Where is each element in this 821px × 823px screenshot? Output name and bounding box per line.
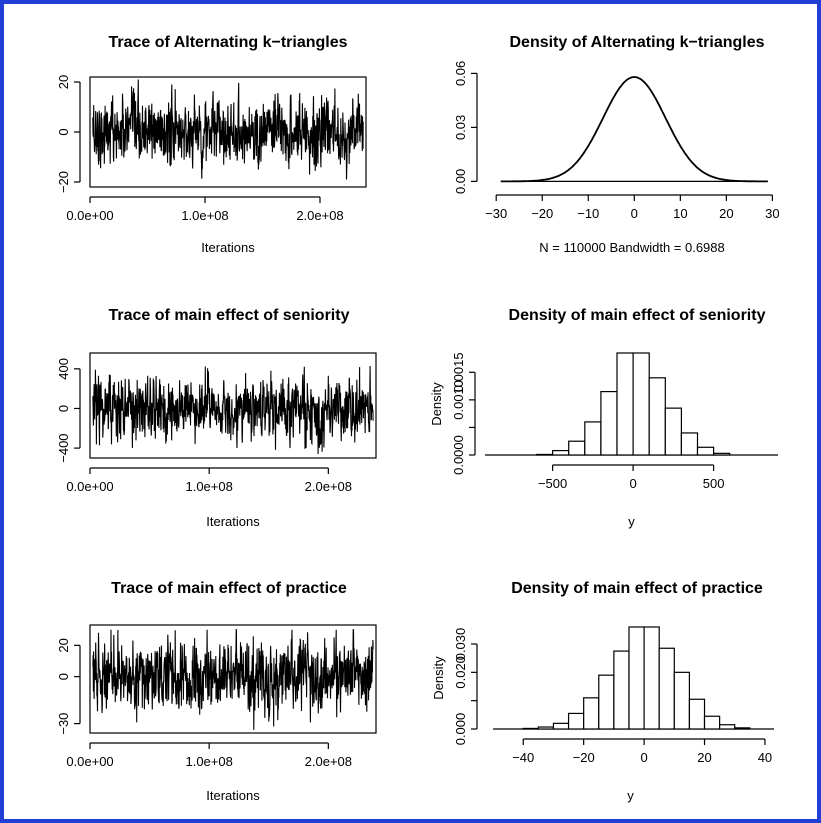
x-tick-label: 20: [719, 206, 733, 221]
trace-line: [92, 628, 374, 730]
x-axis-label: Iterations: [201, 240, 255, 255]
chart-1: Trace of Alternating k−triangles 0.0e+00 1…: [56, 34, 367, 255]
y-tick-label: 0.030: [453, 628, 468, 661]
chart-6: Density of main effect of practice −40 −20…: [431, 580, 774, 803]
trace-line: [92, 365, 374, 455]
y-tick-label: 0.000: [453, 713, 468, 746]
histogram-bar: [522, 727, 539, 730]
chart-2: Density of Alternating k−triangles −30 −20…: [453, 34, 780, 255]
plot-frame: [89, 76, 367, 188]
chart-5: Trace of main effect of practice 0.0e+00 1…: [56, 580, 377, 803]
x-tick-label: 30: [765, 206, 779, 221]
x-tick-label: −10: [577, 206, 599, 221]
x-axis-label: Iterations: [206, 514, 260, 529]
x-tick-label: 2.0e+08: [296, 208, 343, 223]
histogram-bar: [673, 671, 691, 730]
histogram-bar: [628, 626, 645, 730]
x-tick-label: −20: [531, 206, 553, 221]
chart-title: Density of main effect of practice: [511, 580, 763, 597]
y-tick-label: 0: [56, 673, 71, 680]
y-axis-label: Density: [431, 656, 446, 700]
y-tick-label: 0.0000: [451, 435, 466, 475]
y-tick-label: 20: [56, 75, 71, 89]
x-tick-label: 20: [697, 750, 711, 765]
histogram-bar: [664, 407, 683, 456]
y-tick-label: 0.0010: [451, 380, 466, 420]
histogram-bar: [713, 452, 731, 456]
histogram-bar: [616, 352, 634, 456]
y-tick-label: −30: [56, 713, 71, 735]
x-tick-label: 1.0e+08: [181, 208, 228, 223]
histogram-bar: [584, 421, 602, 456]
chart-title: Trace of Alternating k−triangles: [108, 34, 347, 51]
y-axis-label: Density: [429, 382, 444, 426]
x-tick-label: −500: [538, 476, 567, 491]
x-tick-label: −30: [485, 206, 507, 221]
x-tick-label: 0.0e+00: [66, 208, 113, 223]
chart-3: Trace of main effect of seniority 0.0e+00…: [56, 307, 377, 529]
y-tick-label: 0.03: [453, 115, 468, 140]
trace-line: [92, 79, 364, 180]
chart-title: Density of main effect of seniority: [509, 307, 766, 324]
chart-title: Trace of main effect of practice: [111, 580, 347, 597]
x-tick-label: 1.0e+08: [185, 479, 232, 494]
x-tick-label: 40: [758, 750, 772, 765]
histogram-bar: [703, 715, 721, 730]
y-tick-label: 0.06: [453, 61, 468, 86]
chart-title: Trace of main effect of seniority: [109, 307, 350, 324]
y-tick-label: −400: [56, 433, 71, 462]
density-curve: [500, 76, 768, 183]
x-tick-label: 10: [673, 206, 687, 221]
histogram-bar: [552, 722, 570, 730]
chart-4: Density of main effect of seniority −500 0…: [429, 307, 778, 529]
x-axis-label: y: [627, 788, 634, 803]
x-tick-label: 500: [703, 476, 725, 491]
histogram-bar: [552, 449, 570, 456]
histogram-bar: [688, 698, 706, 730]
histogram-bar: [643, 626, 660, 730]
histogram-bar: [734, 727, 751, 730]
histogram-bar: [719, 724, 736, 730]
histogram-bar: [583, 697, 600, 730]
histogram-bar: [568, 440, 586, 456]
histogram-bar: [567, 712, 585, 730]
y-tick-label: 0.0015: [451, 352, 466, 392]
x-axis-label: Iterations: [206, 788, 260, 803]
x-tick-label: 0: [640, 750, 647, 765]
histogram-bar: [632, 352, 650, 456]
plot-frame: [89, 624, 377, 734]
histogram-bar: [613, 650, 630, 730]
x-axis-label: N = 110000 Bandwidth = 0.6988: [539, 240, 725, 255]
y-tick-label: 20: [56, 638, 71, 652]
x-tick-label: 0: [629, 476, 636, 491]
x-tick-label: −40: [512, 750, 534, 765]
histogram-bar: [696, 446, 715, 456]
histogram-bar: [600, 390, 618, 456]
histogram-bar: [648, 377, 666, 456]
x-tick-label: 2.0e+08: [305, 754, 352, 769]
histogram-bar: [535, 453, 554, 456]
x-tick-label: 2.0e+08: [305, 479, 352, 494]
histogram-bar: [658, 647, 675, 730]
histogram-bar: [598, 674, 615, 730]
x-tick-label: −20: [573, 750, 595, 765]
y-tick-label: 0: [56, 128, 71, 135]
histogram-bar: [680, 432, 699, 456]
y-tick-label: 400: [56, 358, 71, 380]
y-tick-label: 0.00: [453, 169, 468, 194]
plot-frame: [89, 352, 377, 459]
x-tick-label: 0.0e+00: [66, 479, 113, 494]
x-tick-label: 0.0e+00: [66, 754, 113, 769]
x-axis-label: y: [628, 514, 635, 529]
y-tick-label: −20: [56, 171, 71, 193]
y-tick-label: 0.020: [453, 656, 468, 689]
chart-title: Density of Alternating k−triangles: [509, 34, 764, 51]
x-tick-label: 1.0e+08: [185, 754, 232, 769]
y-tick-label: 0: [56, 405, 71, 412]
x-tick-label: 0: [631, 206, 638, 221]
histogram-bar: [537, 726, 555, 730]
